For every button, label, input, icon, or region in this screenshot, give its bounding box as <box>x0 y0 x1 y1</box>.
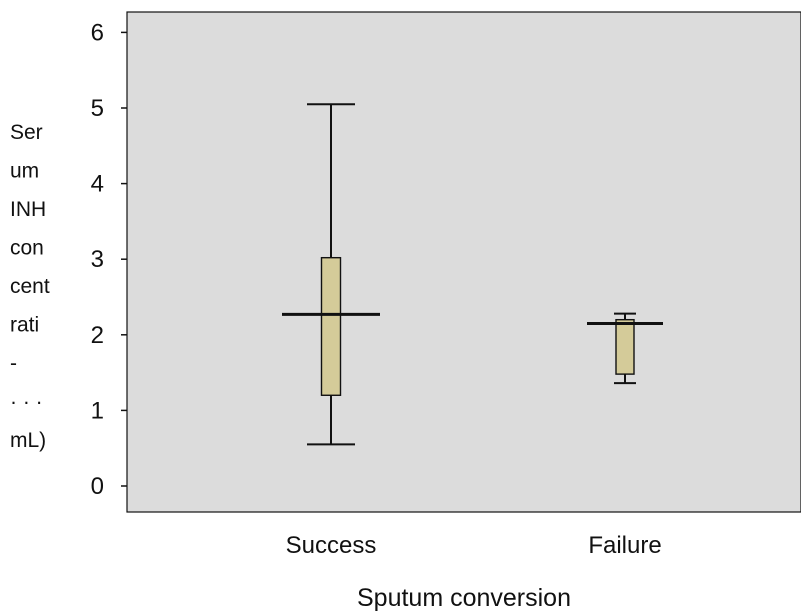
boxes-layer <box>282 103 663 446</box>
y-axis-title-line: cent <box>10 275 50 298</box>
y-tick-label: 6 <box>91 19 104 46</box>
iqr-box <box>615 318 635 375</box>
y-axis-title-line: rati <box>10 314 39 337</box>
y-axis-title-line: Ser <box>10 121 43 144</box>
y-tick-label: 1 <box>91 397 104 424</box>
box-failure <box>587 312 663 385</box>
y-tick-label: 0 <box>91 473 104 500</box>
y-axis-title-line: · · · <box>10 391 43 414</box>
y-axis-title-line: - <box>10 352 17 375</box>
y-axis-title: Ser um INH con cent rati - · · · mL) <box>10 121 50 452</box>
y-axis-title-line: um <box>10 160 39 183</box>
y-axis-title-line: con <box>10 237 44 260</box>
y-axis-title-line: INH <box>10 198 46 221</box>
x-category-label: Failure <box>588 532 661 559</box>
y-tick-label: 4 <box>91 171 104 198</box>
y-tick-label: 3 <box>91 246 104 273</box>
box-success <box>282 103 380 446</box>
iqr-box <box>320 256 342 396</box>
y-axis: 0 1 2 3 4 5 6 <box>91 19 127 500</box>
y-tick-label: 2 <box>91 322 104 349</box>
x-axis-labels: Success Failure <box>286 532 662 559</box>
x-axis-title: Sputum conversion <box>357 584 571 612</box>
y-tick-label: 5 <box>91 95 104 122</box>
y-axis-title-line: mL) <box>10 429 46 452</box>
x-category-label: Success <box>286 532 377 559</box>
plot-area <box>126 11 801 513</box>
